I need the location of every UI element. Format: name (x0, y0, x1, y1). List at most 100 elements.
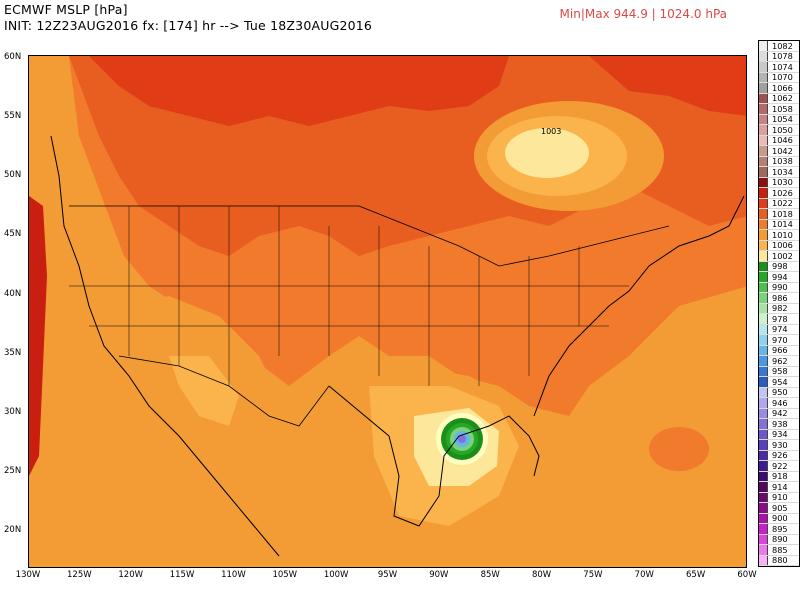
legend-entry: 1054 (759, 114, 799, 125)
legend-swatch (759, 188, 768, 198)
lat-label-55n: 55N (4, 111, 22, 122)
legend-label: 1066 (772, 82, 793, 93)
legend-swatch (759, 93, 768, 103)
lat-label-40n: 40N (4, 288, 22, 299)
lon-label-95w: 95W (377, 570, 398, 580)
west-coastline (50, 135, 280, 557)
legend-label: 930 (772, 439, 788, 450)
legend-swatch (759, 398, 768, 408)
legend-swatch (759, 83, 768, 93)
legend-swatch (759, 471, 768, 481)
legend-entry: 1078 (759, 51, 799, 62)
legend-label: 1018 (772, 208, 793, 219)
legend-entry: 1074 (759, 62, 799, 73)
legend-entry: 946 (759, 398, 799, 409)
lon-label-70w: 70W (634, 570, 654, 580)
lon-label-85w: 85W (480, 570, 500, 580)
legend-swatch (759, 324, 768, 334)
legend-entry: 962 (759, 356, 799, 367)
legend-label: 880 (772, 555, 788, 566)
lon-label-115w: 115W (169, 570, 195, 580)
hudson-low-1002 (505, 128, 589, 178)
legend-swatch (759, 440, 768, 450)
legend-entry: 922 (759, 461, 799, 472)
legend-entry: 1042 (759, 146, 799, 157)
legend-swatch (759, 156, 768, 166)
legend-label: 890 (772, 534, 788, 545)
legend-label: 1062 (772, 93, 793, 104)
legend-label: 974 (772, 324, 788, 335)
lat-label-20n: 20N (4, 525, 22, 535)
legend-swatch (759, 62, 768, 72)
northern-high-1022 (89, 56, 509, 126)
legend-label: 1030 (772, 177, 793, 188)
legend-entry: 970 (759, 335, 799, 346)
legend-entry: 994 (759, 272, 799, 283)
legend-swatch (759, 335, 768, 345)
legend-swatch (759, 167, 768, 177)
legend-entry: 905 (759, 503, 799, 514)
legend-entry: 954 (759, 377, 799, 388)
pacific-high-1026 (29, 196, 47, 476)
us-canada-border (69, 205, 670, 267)
legend-entry: 982 (759, 303, 799, 314)
legend-entry: 1002 (759, 251, 799, 262)
lat-label-45n: 45N (4, 229, 22, 240)
legend-swatch (759, 356, 768, 366)
legend-label: 1006 (772, 240, 793, 251)
legend-label: 1026 (772, 187, 793, 198)
legend-swatch (759, 408, 768, 418)
legend-swatch (759, 545, 768, 555)
legend-swatch (759, 261, 768, 271)
legend-swatch (759, 482, 768, 492)
pressure-map[interactable]: 1003 (28, 55, 747, 568)
lat-label-60n: 60N (4, 52, 22, 62)
legend-entry: 942 (759, 408, 799, 419)
us-mexico-border (118, 355, 330, 427)
legend-swatch (759, 366, 768, 376)
legend-swatch (759, 72, 768, 82)
legend-label: 914 (772, 481, 788, 492)
legend-label: 934 (772, 429, 788, 440)
lon-label-110w: 110W (221, 570, 246, 580)
legend-swatch (759, 51, 768, 61)
legend-label: 1042 (772, 145, 793, 156)
lat-label-30n: 30N (4, 406, 22, 417)
legend-swatch (759, 177, 768, 187)
legend-swatch (759, 104, 768, 114)
legend-label: 1034 (772, 166, 793, 177)
legend-entry: 930 (759, 440, 799, 451)
hudson-low-label: 1003 (541, 127, 561, 136)
legend-swatch (759, 513, 768, 523)
legend-swatch (759, 534, 768, 544)
lon-label-80w: 80W (531, 570, 552, 580)
canada-high-1022-east (589, 56, 746, 116)
legend-swatch (759, 240, 768, 250)
legend-label: 926 (772, 450, 788, 461)
legend-entry: 1070 (759, 72, 799, 83)
storm-core (458, 435, 466, 443)
legend-entry: 958 (759, 366, 799, 377)
legend-entry: 880 (759, 555, 799, 566)
legend-entry: 966 (759, 345, 799, 356)
legend-swatch (759, 387, 768, 397)
legend-swatch (759, 272, 768, 282)
legend-label: 895 (772, 523, 788, 534)
legend-swatch (759, 114, 768, 124)
legend-swatch (759, 524, 768, 534)
lon-label-65w: 65W (686, 570, 706, 580)
legend-entry: 1058 (759, 104, 799, 115)
lon-label-90w: 90W (429, 570, 449, 580)
legend-entry: 1026 (759, 188, 799, 199)
legend-entry: 885 (759, 545, 799, 556)
legend-swatch (759, 461, 768, 471)
legend-label: 1074 (772, 61, 793, 72)
legend-swatch (759, 282, 768, 292)
legend-entry: 926 (759, 450, 799, 461)
forecast-init-line: INIT: 12Z23AUG2016 fx: [174] hr --> Tue … (4, 18, 373, 33)
legend-entry: 974 (759, 324, 799, 335)
legend-label: 966 (772, 345, 788, 356)
legend-entry: 1062 (759, 93, 799, 104)
legend-label: 1078 (772, 51, 793, 62)
legend-entry: 1034 (759, 167, 799, 178)
